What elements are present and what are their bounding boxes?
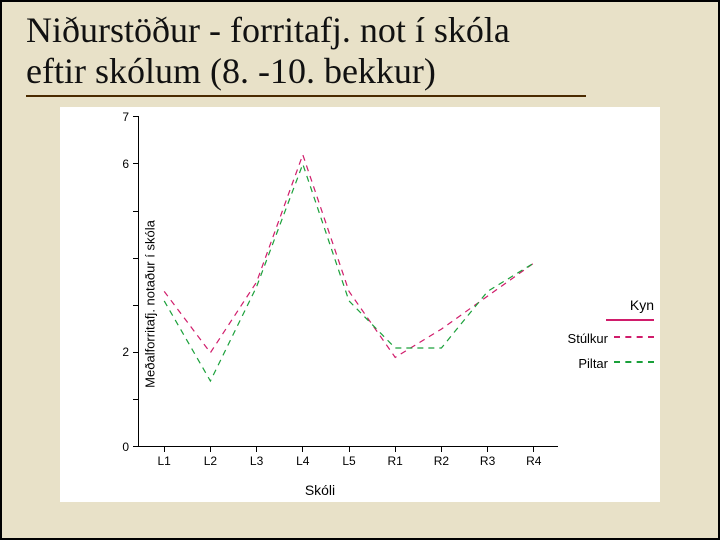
x-tick-label: R2: [434, 446, 449, 468]
legend: Kyn Stúlkur Piltar: [566, 297, 654, 381]
y-tick-label: 7: [122, 110, 139, 124]
x-tick-label: R1: [388, 446, 403, 468]
legend-item: Stúlkur: [566, 331, 654, 346]
x-axis-label: Skóli: [60, 482, 580, 498]
title-line-2: eftir skólum (8. -10. bekkur): [26, 51, 694, 92]
title-underline: [26, 95, 586, 97]
x-tick-label: L1: [158, 446, 171, 468]
chart-svg: [139, 117, 559, 447]
y-tick-label: 2: [122, 345, 139, 359]
legend-title-underline: [606, 319, 654, 321]
x-tick-label: L3: [250, 446, 263, 468]
x-tick-label: R3: [480, 446, 495, 468]
y-tick-label: 0: [122, 440, 139, 454]
slide-frame: Niðurstöður - forritafj. not í skóla eft…: [0, 0, 720, 540]
series-line: [164, 154, 534, 357]
legend-title: Kyn: [566, 297, 654, 313]
legend-swatch: [614, 336, 654, 340]
x-tick-label: L4: [296, 446, 309, 468]
x-tick-label: L5: [342, 446, 355, 468]
y-tick: [133, 399, 139, 400]
plot-area: 0267L1L2L3L4L5R1R2R3R4: [138, 117, 558, 447]
y-tick-label: 6: [122, 157, 139, 171]
x-tick-label: R4: [526, 446, 541, 468]
legend-item-label: Stúlkur: [568, 331, 608, 346]
y-tick: [133, 305, 139, 306]
title-line-1: Niðurstöður - forritafj. not í skóla: [26, 10, 694, 51]
legend-item-label: Piltar: [578, 356, 608, 371]
chart-container: Meðalforritafj. notaður í skóla 0267L1L2…: [60, 107, 660, 502]
legend-swatch: [614, 361, 654, 365]
series-line: [164, 164, 534, 381]
y-tick: [133, 258, 139, 259]
slide-title: Niðurstöður - forritafj. not í skóla eft…: [26, 10, 694, 97]
y-tick: [133, 211, 139, 212]
legend-item: Piltar: [566, 356, 654, 371]
x-tick-label: L2: [204, 446, 217, 468]
